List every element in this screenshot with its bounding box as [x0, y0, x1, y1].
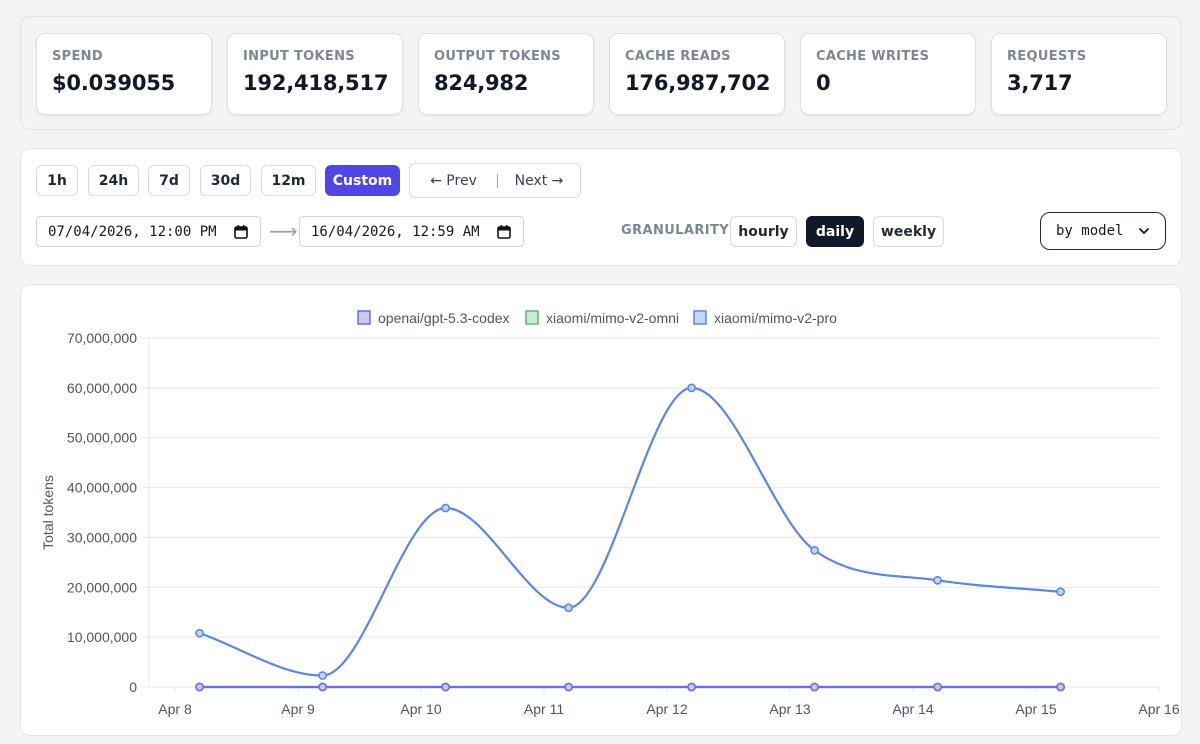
controls-panel: 1h 24h 7d 30d 12m Custom ← Prev Next → 0…: [20, 148, 1182, 266]
x-tick-label: Apr 14: [892, 701, 933, 717]
data-point: [318, 671, 327, 680]
data-point: [810, 545, 819, 555]
stat-label: CACHE READS: [625, 49, 731, 64]
stats-panel: SPEND $0.039055 INPUT TOKENS 192,418,517…: [20, 16, 1182, 130]
data-point: [441, 682, 450, 692]
range-30d-button[interactable]: 30d: [200, 165, 251, 196]
stat-card-output-tokens: OUTPUT TOKENS 824,982: [418, 33, 594, 115]
y-tick-label: 60,000,000: [67, 380, 137, 396]
usage-line-chart: 0 10,000,000 20,000,000 30,000,000 40,000,00…: [40, 310, 1180, 717]
end-date-value: 16/04/2026, 12:59 AM: [311, 223, 480, 240]
stat-value: 0: [816, 71, 831, 95]
stat-card-spend: SPEND $0.039055: [36, 33, 212, 115]
y-tick-label: 50,000,000: [67, 430, 137, 446]
group-by-value: by model: [1056, 223, 1124, 239]
granularity-hourly-button[interactable]: hourly: [730, 216, 797, 247]
data-point: [687, 383, 696, 393]
stat-value: $0.039055: [52, 71, 176, 95]
next-button[interactable]: Next →: [514, 172, 564, 189]
range-custom-button[interactable]: Custom: [325, 165, 400, 196]
legend-label: openai/gpt-5.3-codex: [378, 310, 510, 326]
stat-label: OUTPUT TOKENS: [434, 49, 561, 64]
legend-swatch: [525, 310, 539, 325]
granularity-daily-button[interactable]: daily: [806, 216, 864, 247]
stat-label: REQUESTS: [1007, 49, 1087, 64]
stat-label: SPEND: [52, 49, 103, 64]
data-point: [687, 682, 696, 692]
start-date-value: 07/04/2026, 12:00 PM: [48, 223, 217, 240]
y-tick-label: 70,000,000: [67, 330, 137, 346]
x-tick-label: Apr 11: [524, 701, 564, 717]
stat-card-input-tokens: INPUT TOKENS 192,418,517: [227, 33, 403, 115]
legend-swatch: [357, 310, 371, 325]
x-tick-label: Apr 12: [646, 701, 687, 717]
legend-swatch: [693, 310, 707, 325]
prev-button[interactable]: ← Prev: [430, 172, 477, 189]
x-tick-label: Apr 10: [400, 701, 441, 717]
group-by-select[interactable]: by model: [1040, 212, 1166, 250]
calendar-icon[interactable]: [497, 225, 511, 239]
nav-divider: [497, 173, 498, 188]
series-line: [199, 386, 1061, 677]
chart-panel: 0 10,000,000 20,000,000 30,000,000 40,000,00…: [20, 284, 1182, 736]
x-tick-label: Apr 15: [1015, 701, 1056, 717]
data-point: [933, 575, 942, 585]
start-date-input[interactable]: 07/04/2026, 12:00 PM: [36, 216, 261, 247]
stat-value: 176,987,702: [625, 71, 771, 95]
y-tick-label: 20,000,000: [67, 579, 137, 595]
data-point: [933, 682, 942, 692]
x-tick-label: Apr 13: [769, 701, 810, 717]
chevron-down-icon: [1139, 228, 1149, 234]
x-tick-label: Apr 9: [281, 701, 315, 717]
data-point: [441, 503, 450, 513]
stat-value: 824,982: [434, 71, 529, 95]
end-date-input[interactable]: 16/04/2026, 12:59 AM: [299, 216, 524, 247]
x-tick-label: Apr 8: [158, 701, 192, 717]
data-point: [1056, 587, 1065, 597]
y-axis-title: Total tokens: [40, 475, 56, 550]
legend-label: xiaomi/mimo-v2-omni: [546, 310, 679, 326]
data-point: [195, 628, 204, 638]
data-point: [564, 682, 573, 692]
y-tick-label: 10,000,000: [67, 629, 137, 645]
legend-label: xiaomi/mimo-v2-pro: [714, 310, 837, 326]
period-nav: ← Prev Next →: [409, 163, 581, 198]
granularity-weekly-button[interactable]: weekly: [873, 216, 944, 247]
granularity-label: GRANULARITY: [621, 223, 730, 238]
data-point: [195, 682, 204, 692]
stat-value: 192,418,517: [243, 71, 389, 95]
data-point: [810, 682, 819, 692]
range-24h-button[interactable]: 24h: [88, 165, 139, 196]
stat-card-cache-reads: CACHE READS 176,987,702: [609, 33, 785, 115]
stat-label: INPUT TOKENS: [243, 49, 355, 64]
y-tick-label: 40,000,000: [67, 480, 137, 496]
range-12m-button[interactable]: 12m: [261, 165, 316, 196]
data-point: [564, 603, 573, 613]
stat-label: CACHE WRITES: [816, 49, 930, 64]
x-tick-label: Apr 16: [1138, 701, 1179, 717]
data-point: [318, 682, 327, 692]
stat-card-cache-writes: CACHE WRITES 0: [800, 33, 976, 115]
range-1h-button[interactable]: 1h: [36, 165, 78, 196]
stat-card-requests: REQUESTS 3,717: [991, 33, 1167, 115]
date-range-arrow: ⟶: [269, 221, 298, 243]
calendar-icon[interactable]: [234, 225, 248, 239]
y-tick-label: 0: [129, 679, 137, 695]
stat-value: 3,717: [1007, 71, 1073, 95]
data-point: [1056, 682, 1065, 692]
y-tick-label: 30,000,000: [67, 529, 137, 545]
range-7d-button[interactable]: 7d: [148, 165, 190, 196]
